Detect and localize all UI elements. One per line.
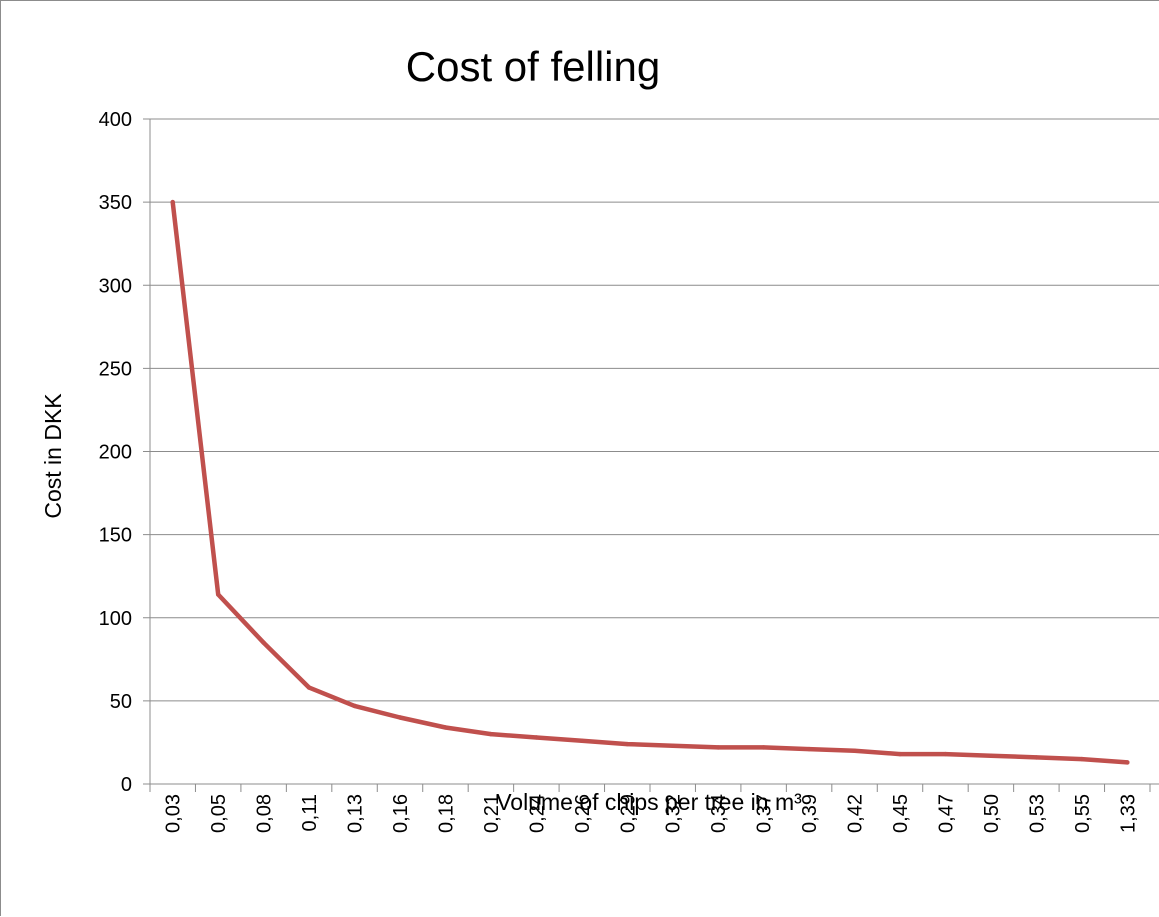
x-tick-label: 0,42 xyxy=(845,794,867,833)
data-point xyxy=(625,741,630,747)
data-point xyxy=(852,748,857,753)
data-point xyxy=(534,735,539,740)
y-axis-tick-labels: 0 50 100 150 200 250 300 350 400 xyxy=(99,109,132,796)
chart-title: Cost of felling xyxy=(406,43,660,90)
x-tick-label: 0,08 xyxy=(254,794,276,833)
y-tick-label: 250 xyxy=(99,358,132,380)
data-point xyxy=(1034,755,1039,760)
data-point xyxy=(715,745,721,750)
x-axis-title: Volume of chips per tree in m³ xyxy=(496,789,802,815)
data-point xyxy=(397,715,403,720)
data-point xyxy=(806,746,812,752)
x-tick-label: 0,45 xyxy=(890,794,912,833)
data-point xyxy=(488,731,494,737)
x-tick-label: 0,18 xyxy=(435,794,457,833)
x-tick-label: 0,39 xyxy=(799,794,821,833)
data-point xyxy=(579,738,585,743)
y-axis-title: Cost in DKK xyxy=(40,393,66,519)
series-line xyxy=(170,199,1130,765)
x-tick-label: 1,33 xyxy=(1117,794,1139,833)
x-tick-label: 0,16 xyxy=(390,794,412,833)
series-layer xyxy=(170,199,1130,765)
y-tick-label: 400 xyxy=(99,109,132,131)
data-point xyxy=(1079,756,1085,762)
x-tick-label: 0,21 xyxy=(481,794,503,833)
y-tick-label: 0 xyxy=(121,774,132,796)
axes xyxy=(143,118,1159,792)
y-tick-label: 300 xyxy=(99,275,132,297)
x-tick-label: 0,11 xyxy=(299,794,321,831)
x-tick-label: 0,03 xyxy=(163,794,185,833)
x-tick-label: 0,55 xyxy=(1072,794,1094,833)
x-tick-label: 0,29 xyxy=(617,794,639,833)
x-tick-label: 0,50 xyxy=(981,794,1003,833)
x-tick-label: 0,05 xyxy=(208,794,230,833)
data-point xyxy=(352,703,357,709)
data-point xyxy=(897,751,903,757)
gridlines xyxy=(150,118,1159,702)
x-tick-label: 0,53 xyxy=(1026,794,1048,833)
y-tick-label: 350 xyxy=(99,192,132,214)
x-tick-label: 0,24 xyxy=(526,794,548,833)
y-tick-label: 50 xyxy=(110,691,132,713)
data-point xyxy=(1125,760,1130,765)
data-point xyxy=(988,753,994,758)
y-tick-label: 150 xyxy=(99,525,132,547)
data-point xyxy=(443,725,448,730)
x-tick-label: 0,26 xyxy=(572,794,594,833)
y-tick-label: 200 xyxy=(99,442,132,464)
x-tick-label: 0,32 xyxy=(663,794,685,833)
x-tick-label: 0,34 xyxy=(708,794,730,833)
x-tick-label: 0,13 xyxy=(345,794,367,833)
data-point xyxy=(306,685,312,690)
data-point xyxy=(670,743,675,748)
data-point xyxy=(215,592,221,597)
x-axis-tick-labels: 0,03 0,05 0,08 0,11 0,13 0,16 0,18 0,21 0,24 0,26… xyxy=(163,794,1140,833)
data-point xyxy=(943,751,948,757)
data-point xyxy=(261,640,266,645)
data-point xyxy=(761,745,766,750)
data-point xyxy=(170,199,175,205)
y-tick-label: 100 xyxy=(99,608,132,630)
x-tick-label: 0,47 xyxy=(935,794,957,833)
x-tick-label: 0,37 xyxy=(754,794,776,833)
